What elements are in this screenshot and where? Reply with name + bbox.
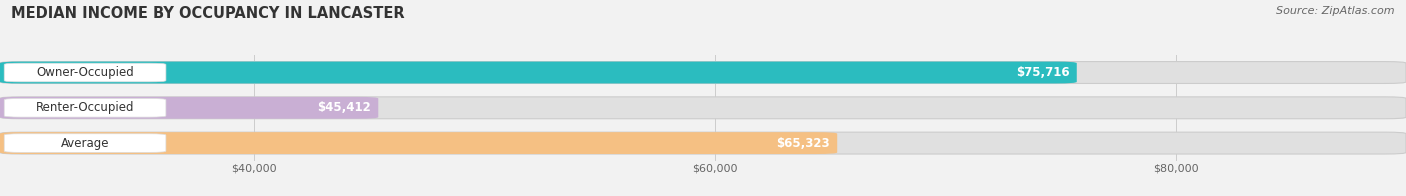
Text: $65,323: $65,323 <box>776 137 830 150</box>
FancyBboxPatch shape <box>4 99 166 117</box>
Text: $45,412: $45,412 <box>318 101 371 114</box>
FancyBboxPatch shape <box>0 62 1406 83</box>
Text: Source: ZipAtlas.com: Source: ZipAtlas.com <box>1277 6 1395 16</box>
FancyBboxPatch shape <box>0 132 1406 154</box>
Text: Renter-Occupied: Renter-Occupied <box>35 101 135 114</box>
FancyBboxPatch shape <box>0 132 837 154</box>
FancyBboxPatch shape <box>0 97 1406 119</box>
Text: $75,716: $75,716 <box>1017 66 1070 79</box>
FancyBboxPatch shape <box>0 97 378 119</box>
FancyBboxPatch shape <box>0 62 1077 83</box>
Text: Owner-Occupied: Owner-Occupied <box>37 66 134 79</box>
FancyBboxPatch shape <box>4 134 166 152</box>
Text: MEDIAN INCOME BY OCCUPANCY IN LANCASTER: MEDIAN INCOME BY OCCUPANCY IN LANCASTER <box>11 6 405 21</box>
FancyBboxPatch shape <box>4 63 166 82</box>
Text: Average: Average <box>60 137 110 150</box>
